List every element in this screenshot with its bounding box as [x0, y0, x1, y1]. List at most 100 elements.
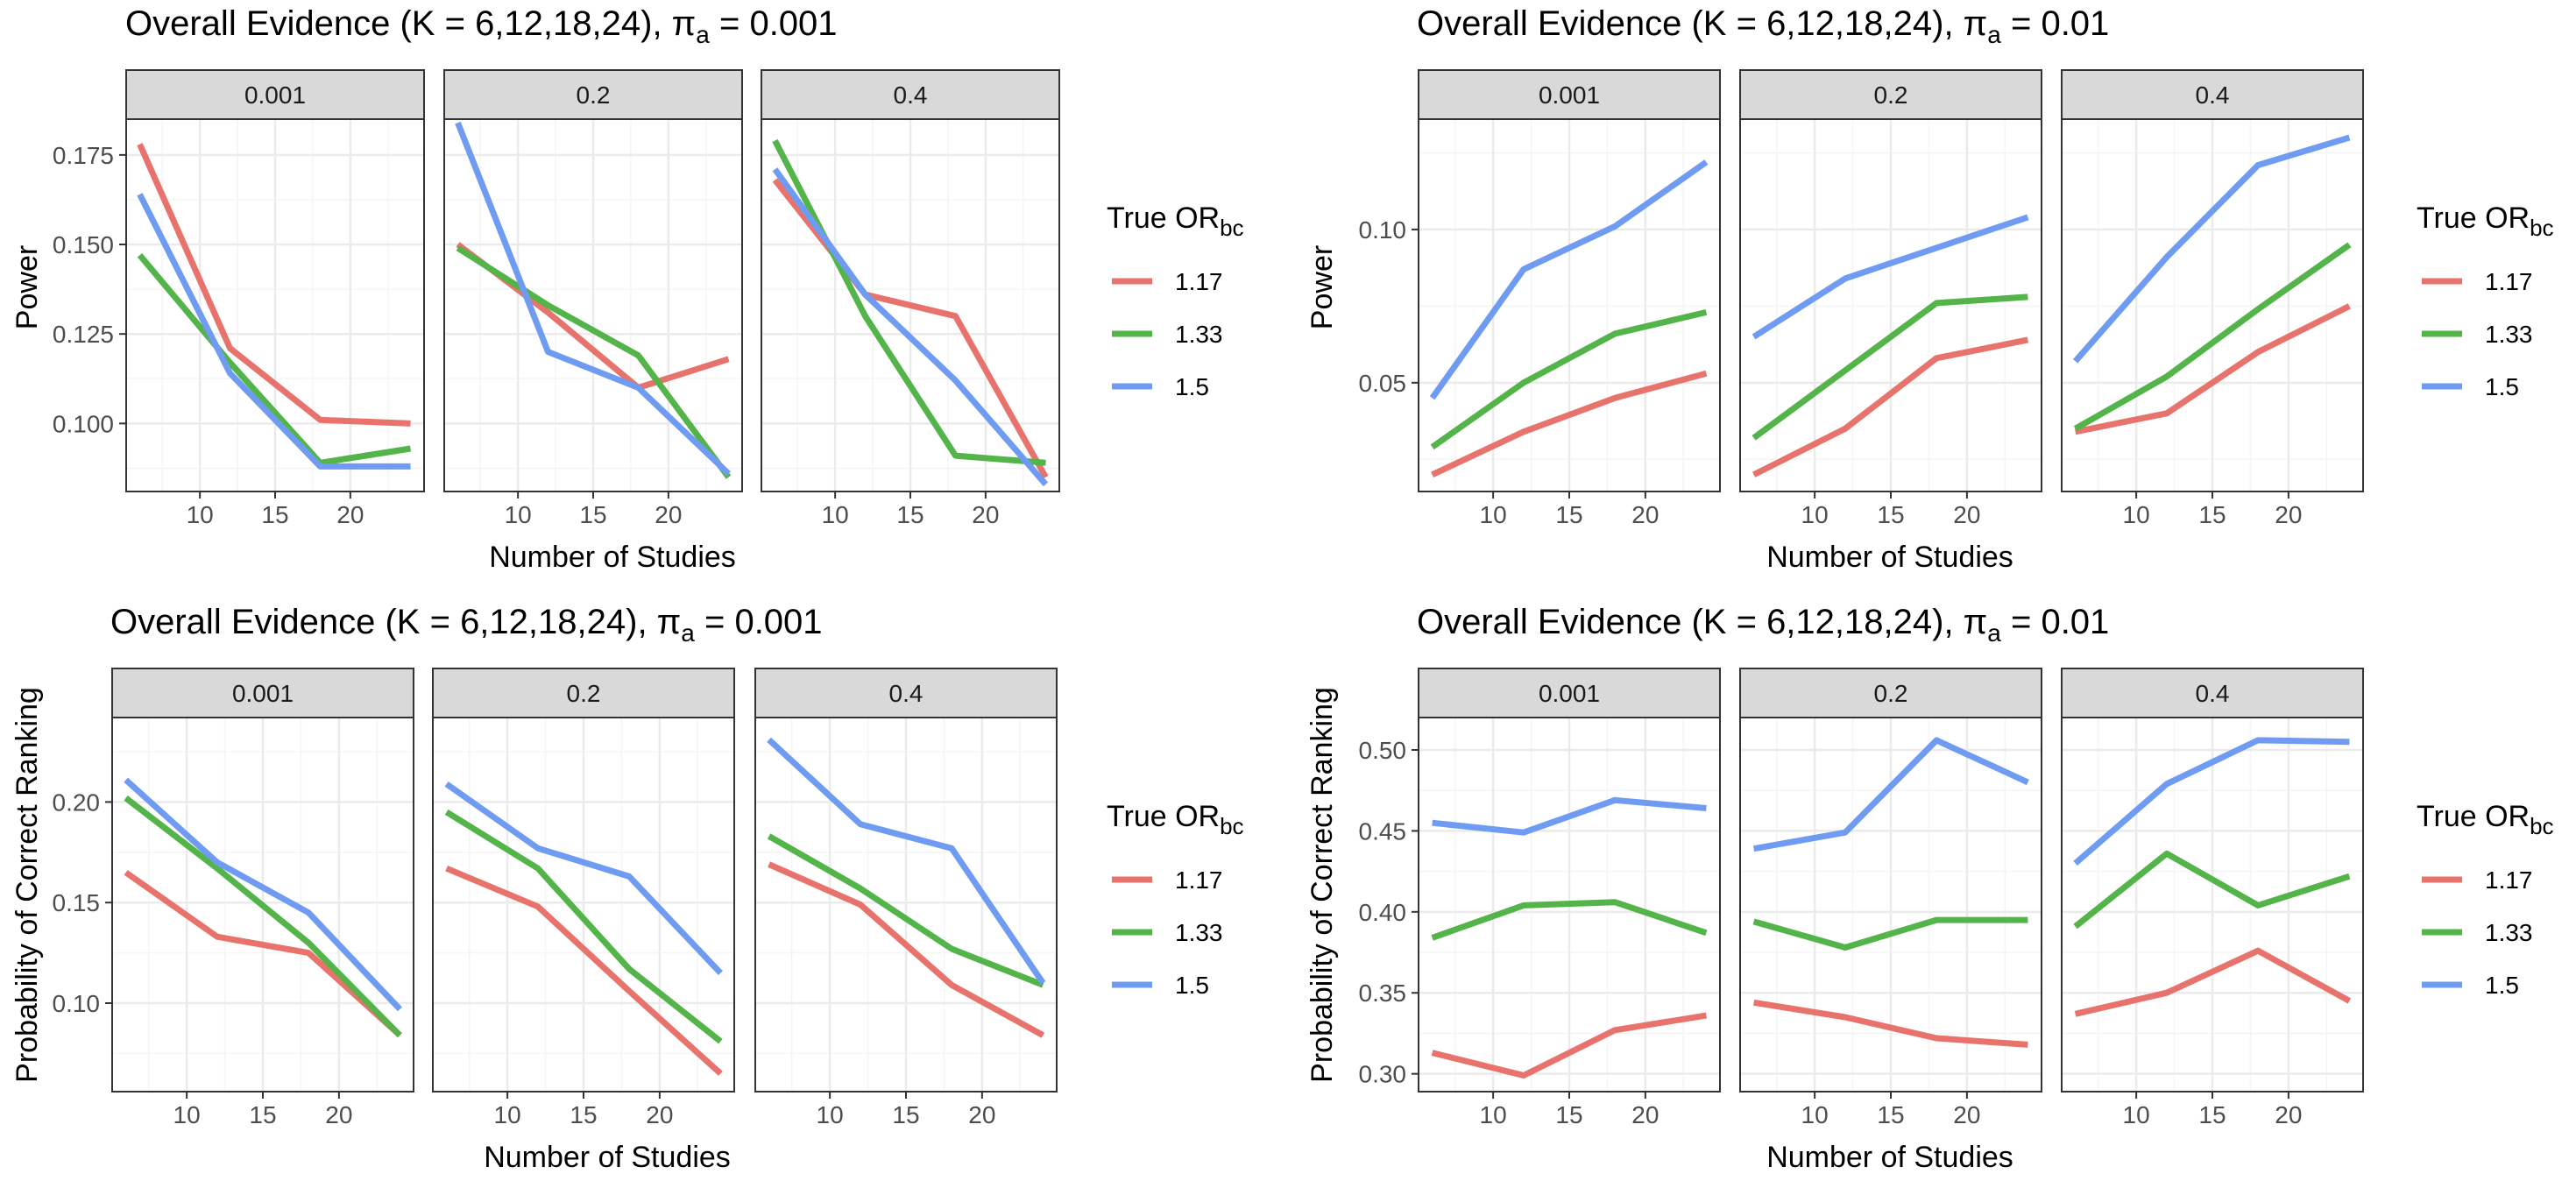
legend-label: 1.5	[2485, 972, 2519, 999]
y-axis-title: Power	[11, 245, 44, 329]
x-tick-label: 20	[972, 501, 999, 528]
series-line-1-17	[772, 178, 1049, 479]
series-line-1-33	[2073, 850, 2351, 930]
series-line-1-5	[772, 167, 1049, 487]
y-tick-label: 0.30	[1359, 1061, 1407, 1088]
legend-label: 1.5	[2485, 373, 2519, 400]
x-tick-label: 20	[1631, 501, 1659, 528]
series-line-1-33	[1752, 916, 2028, 951]
x-axis-title: Number of Studies	[1766, 1141, 2013, 1174]
x-tick-label: 10	[494, 1101, 521, 1128]
chart-title: Overall Evidence (K = 6,12,18,24), πa = …	[110, 603, 823, 647]
facet-strip-label: 0.2	[1874, 81, 1908, 109]
x-tick-label: 20	[646, 1101, 673, 1128]
chart-top-left: Overall Evidence (K = 6,12,18,24), πa = …	[11, 4, 1244, 574]
series-line-1-17	[1431, 370, 1708, 477]
legend-title-sub: bc	[2530, 813, 2553, 839]
x-tick-label: 15	[1877, 1101, 1904, 1128]
chart-title-pi: π	[657, 603, 682, 641]
x-tick-label: 15	[570, 1101, 597, 1128]
series-line-1-5	[1429, 159, 1709, 400]
y-tick-label: 0.05	[1359, 370, 1407, 397]
legend-label: 1.17	[2485, 268, 2533, 295]
chart-title-prefix: Overall Evidence (K = 6,12,18,24),	[110, 603, 657, 641]
chart-title-prefix: Overall Evidence (K = 6,12,18,24),	[1417, 4, 1964, 43]
facet-strip	[1418, 668, 1721, 718]
legend: True ORbc 1.17 1.33 1.5	[2417, 800, 2554, 999]
chart-title: Overall Evidence (K = 6,12,18,24), πa = …	[1417, 603, 2109, 647]
series-line-1-33	[1431, 899, 1708, 941]
series-line-1-17	[1752, 336, 2029, 477]
x-axis-title: Number of Studies	[484, 1141, 731, 1174]
legend-title-main: True OR	[2417, 202, 2530, 235]
legend-label: 1.17	[1175, 866, 1223, 894]
legend-title-sub: bc	[2530, 215, 2553, 241]
chart-title-pi: π	[672, 4, 697, 43]
x-tick-label: 15	[1555, 501, 1582, 528]
x-tick-label: 20	[1953, 1101, 1980, 1128]
series-line-1-33	[767, 833, 1044, 988]
facet-strip	[125, 69, 425, 120]
series-line-1-5	[1432, 796, 1707, 836]
legend-label: 1.5	[1175, 972, 1209, 999]
y-tick-label: 0.15	[53, 889, 101, 916]
x-tick-label: 20	[2275, 501, 2302, 528]
legend-label: 1.33	[2485, 919, 2533, 946]
chart-title-sub: a	[1987, 21, 2001, 48]
y-axis-title: Probability of Correct Ranking	[1306, 687, 1339, 1083]
facet-panel: 0.2 10 15 20	[432, 668, 735, 1128]
y-tick-label: 0.45	[1359, 817, 1407, 845]
facet-strip-label: 0.2	[577, 81, 611, 109]
x-tick-label: 20	[968, 1101, 995, 1128]
facet-strip-label: 0.001	[244, 81, 306, 109]
series-line-1-5	[1752, 214, 2029, 340]
legend-title-main: True OR	[1107, 800, 1220, 833]
legend-label: 1.33	[1175, 919, 1223, 946]
series-line-1-5	[2072, 134, 2351, 364]
x-tick-label: 15	[2198, 1101, 2226, 1128]
series-line-1-17	[2074, 947, 2352, 1017]
x-tick-label: 20	[325, 1101, 352, 1128]
x-axis-title: Number of Studies	[1766, 541, 2013, 574]
facet-strip	[1739, 668, 2042, 718]
chart-title-suffix: = 0.01	[2001, 603, 2109, 641]
y-tick-label: 0.10	[1359, 216, 1407, 244]
legend-title-main: True OR	[2417, 800, 2530, 833]
y-tick-label: 0.125	[53, 321, 114, 348]
legend-label: 1.17	[1175, 268, 1223, 295]
facet-panel: 0.001 10 15 20	[111, 668, 414, 1128]
series-line-1-17	[2074, 303, 2351, 435]
x-tick-label: 15	[896, 501, 924, 528]
series-line-1-17	[445, 865, 723, 1076]
x-tick-label: 20	[1631, 1101, 1659, 1128]
legend: True ORbc 1.17 1.33 1.5	[2417, 202, 2554, 400]
x-tick-label: 10	[1480, 501, 1507, 528]
chart-title: Overall Evidence (K = 6,12,18,24), πa = …	[125, 4, 838, 48]
facet-strip-label: 0.001	[1539, 680, 1600, 707]
y-tick-label: 0.20	[53, 789, 101, 816]
series-line-1-5	[124, 777, 402, 1012]
y-tick-label: 0.175	[53, 142, 114, 169]
series-line-1-33	[124, 796, 402, 1038]
chart-title: Overall Evidence (K = 6,12,18,24), πa = …	[1417, 4, 2109, 48]
x-tick-label: 10	[1801, 1101, 1829, 1128]
x-tick-label: 10	[822, 501, 849, 528]
legend-label: 1.33	[2485, 321, 2533, 348]
facet-strip	[2061, 69, 2364, 120]
chart-title-suffix: = 0.001	[695, 603, 823, 641]
x-tick-label: 10	[817, 1101, 844, 1128]
y-tick-label: 0.150	[53, 231, 114, 258]
chart-title-prefix: Overall Evidence (K = 6,12,18,24),	[125, 4, 672, 43]
y-tick-label: 0.50	[1359, 737, 1407, 764]
y-axis-title: Power	[1306, 245, 1339, 329]
series-line-1-5	[444, 781, 723, 976]
legend: True ORbc 1.17 1.33 1.5	[1107, 800, 1244, 999]
chart-bottom-left: Overall Evidence (K = 6,12,18,24), πa = …	[11, 603, 1244, 1174]
legend: True ORbc 1.17 1.33 1.5	[1107, 202, 1244, 400]
series-line-1-33	[444, 809, 723, 1044]
chart-title-suffix: = 0.01	[2001, 4, 2109, 43]
series-line-1-33	[137, 253, 412, 466]
facet-strip-label: 0.001	[1539, 81, 1600, 109]
x-tick-label: 15	[1555, 1101, 1582, 1128]
x-tick-label: 10	[1480, 1101, 1507, 1128]
